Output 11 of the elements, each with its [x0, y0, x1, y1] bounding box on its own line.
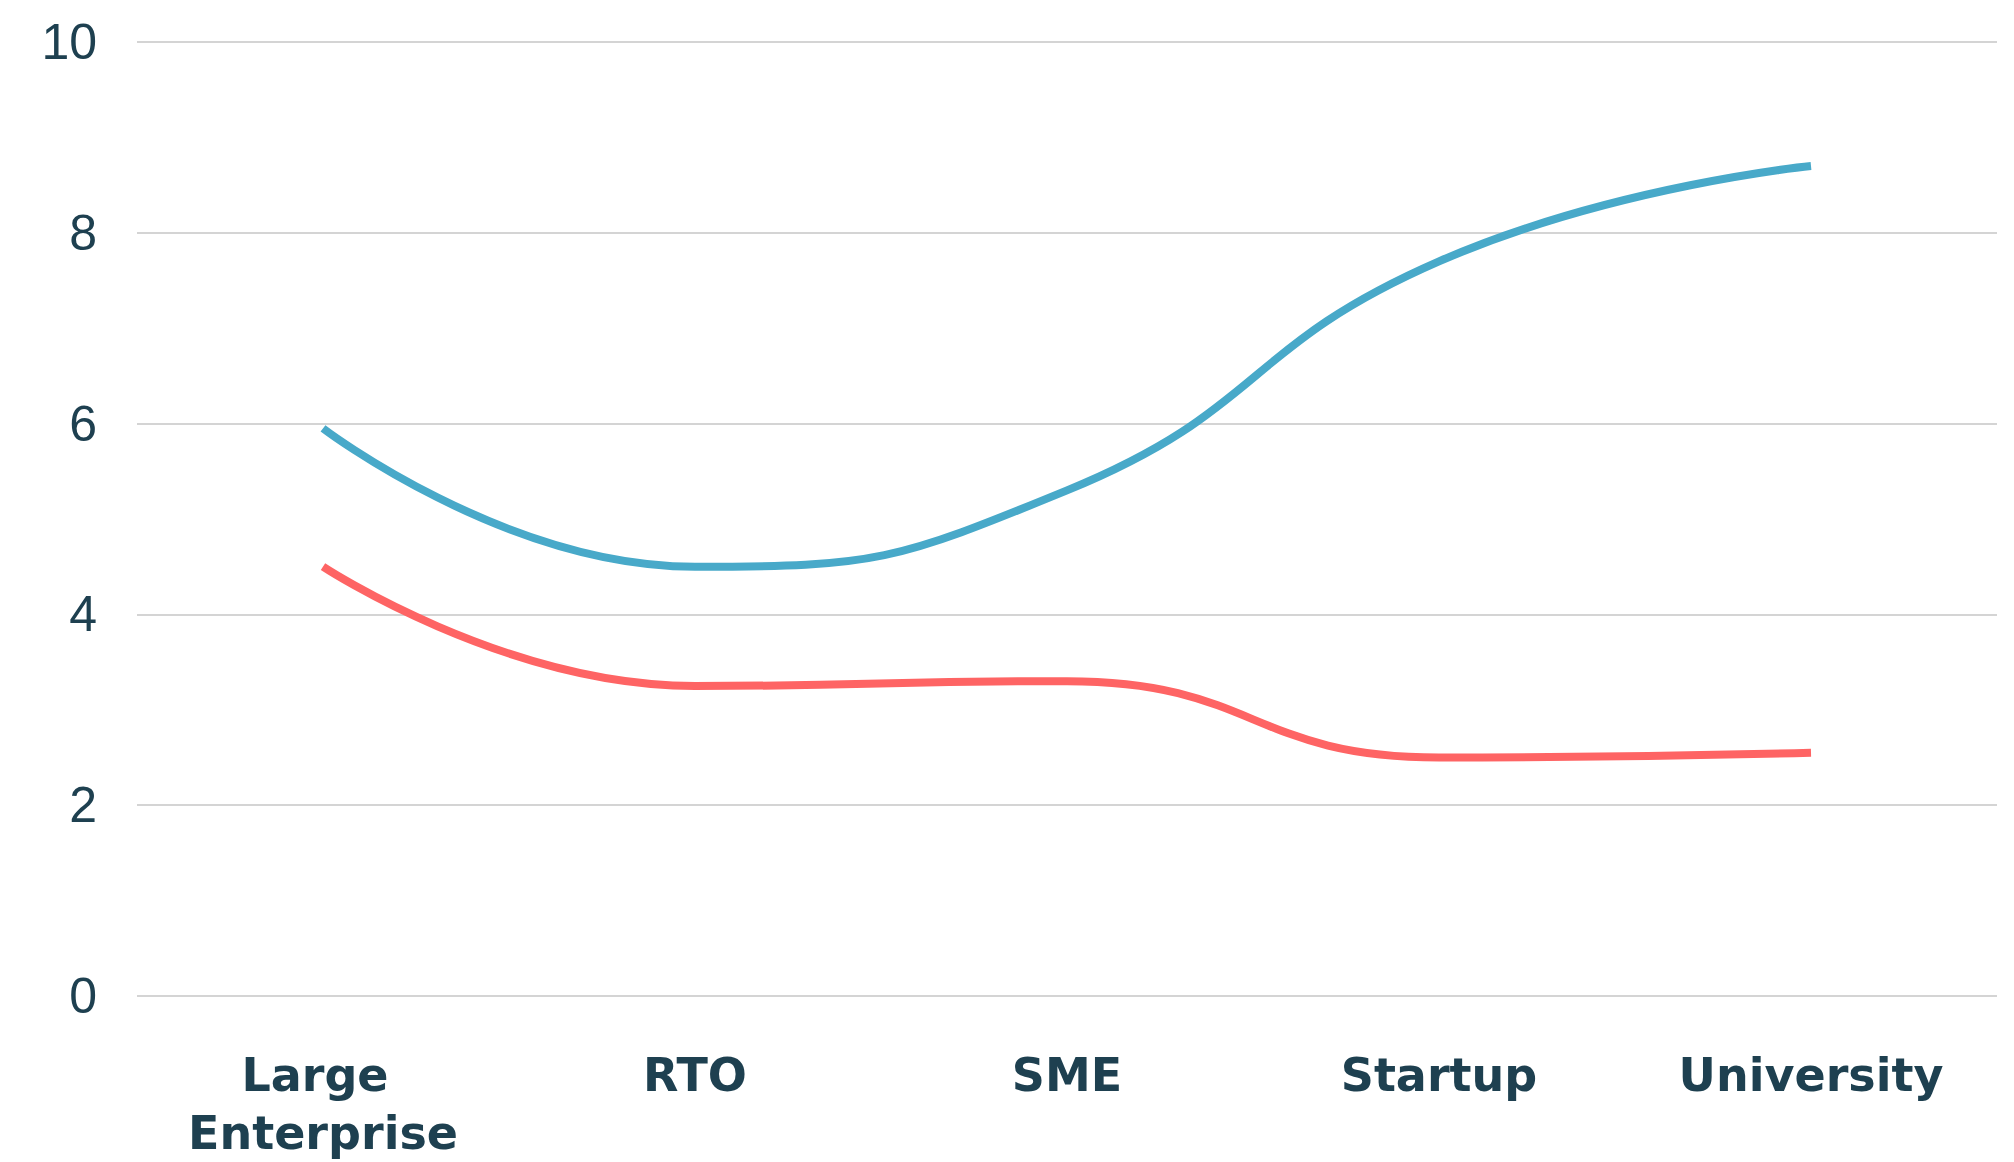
- y-tick-label: 2: [69, 777, 97, 834]
- y-tick-label: 6: [69, 395, 97, 452]
- y-tick-label: 10: [41, 14, 97, 70]
- y-tick-label: 4: [69, 586, 97, 643]
- x-tick-label: Large Enterprise: [187, 1048, 459, 1160]
- x-tick-label: University: [1678, 1048, 1944, 1102]
- x-tick-label: RTO: [643, 1048, 747, 1102]
- y-tick-label: 8: [69, 204, 97, 261]
- y-tick-label: 0: [69, 968, 97, 1024]
- x-tick-label: Startup: [1340, 1048, 1538, 1102]
- x-tick-label: SME: [1011, 1048, 1123, 1102]
